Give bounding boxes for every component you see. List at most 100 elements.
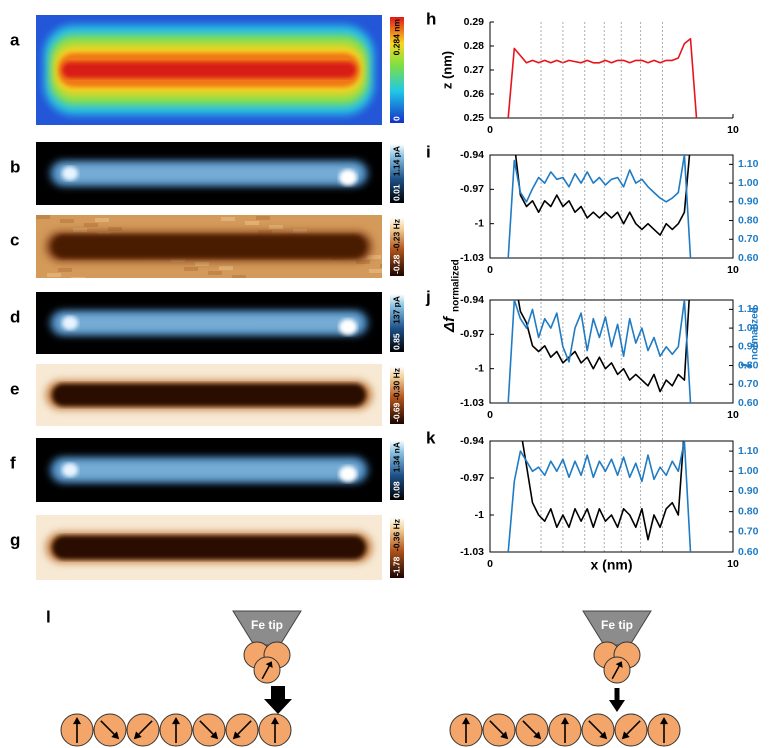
colorbar-max: 137 pA bbox=[391, 296, 401, 324]
plot-frame bbox=[489, 440, 734, 553]
colorbar-max: 1.34 nA bbox=[391, 442, 401, 472]
colorbar bbox=[390, 17, 404, 123]
x-tick-label: 0 bbox=[487, 558, 493, 570]
image-noise bbox=[108, 227, 122, 231]
force-arrow-body bbox=[271, 686, 285, 700]
y2-tick-label: 1.00 bbox=[738, 465, 759, 477]
spin-arrow bbox=[588, 720, 605, 737]
image-noise bbox=[71, 277, 85, 278]
panel-label: j bbox=[425, 287, 431, 306]
colorbar bbox=[390, 294, 404, 352]
y2-tick-label: 0.70 bbox=[738, 233, 759, 245]
image-noise bbox=[380, 264, 382, 268]
image-noise bbox=[47, 273, 61, 277]
colorbar-min: 0.08 bbox=[391, 481, 401, 498]
plot-panels: h 0.25 0.26 0.27 0.28 0.29 0 10 z (nm) i -1.03 -1 -0… bbox=[425, 9, 761, 572]
image-noise bbox=[60, 219, 74, 223]
colorbar-min: -1.78 bbox=[391, 556, 401, 576]
force-arrow-head bbox=[609, 700, 625, 712]
force-arrow-head bbox=[264, 699, 292, 714]
spin-arrow-head bbox=[660, 717, 668, 725]
panel-label: d bbox=[10, 307, 20, 326]
panel-label: g bbox=[10, 530, 20, 549]
image-noise bbox=[84, 223, 98, 227]
y2-tick-label: 1.00 bbox=[738, 177, 759, 189]
spin-arrow-head bbox=[210, 731, 219, 740]
image-noise bbox=[369, 269, 382, 273]
data-line bbox=[507, 155, 692, 258]
image-noise bbox=[269, 225, 283, 229]
y2-tick-label: 0.90 bbox=[738, 485, 759, 497]
image-noise bbox=[256, 216, 270, 220]
image-layer bbox=[56, 163, 362, 184]
spin-arrow-head bbox=[111, 731, 120, 740]
y2-tick-label: 0.90 bbox=[738, 341, 759, 353]
spin-arrow-head bbox=[172, 717, 180, 725]
image-panels: a 0 0.284 nm b 0.01 1.14 pA c -0.28 -0.23 Hz d 0.8… bbox=[10, 15, 404, 580]
colorbar-max: -0.36 Hz bbox=[391, 519, 401, 551]
image bbox=[36, 292, 382, 354]
x-tick-label: 0 bbox=[487, 124, 493, 136]
image-noise bbox=[219, 266, 233, 270]
x-tick-label: 0 bbox=[487, 264, 493, 276]
y-tick-label: -1 bbox=[475, 509, 484, 521]
image bbox=[36, 215, 382, 278]
colorbar-max: 0.284 nm bbox=[391, 19, 401, 56]
plot-axes bbox=[489, 22, 733, 119]
image-noise bbox=[221, 217, 235, 221]
y-axis-label-sub: normalized bbox=[451, 259, 462, 312]
x-tick-label: 10 bbox=[727, 264, 739, 276]
image bbox=[36, 364, 382, 426]
spin-arrow-head bbox=[265, 661, 273, 668]
colorbar-max: -0.23 Hz bbox=[391, 219, 401, 251]
y-tick-label: 0.29 bbox=[464, 16, 485, 28]
spin-arrow bbox=[611, 664, 621, 680]
y-tick-label: 0.25 bbox=[464, 112, 485, 124]
panel-label: l bbox=[46, 607, 51, 626]
panel-label: k bbox=[426, 428, 436, 447]
y2-tick-label: 0.60 bbox=[738, 546, 759, 558]
data-line bbox=[507, 300, 692, 403]
colorbar-min: 0.85 bbox=[391, 333, 401, 350]
colorbar bbox=[390, 440, 404, 500]
image-layer bbox=[52, 383, 366, 407]
x-axis-label: x (nm) bbox=[591, 557, 633, 573]
data-line bbox=[507, 38, 698, 118]
tip-diagram: l Fe tip Fe tip bbox=[46, 607, 681, 747]
spin-arrow bbox=[489, 720, 506, 737]
y-tick-label: -0.97 bbox=[460, 472, 484, 484]
y2-tick-label: 1.10 bbox=[738, 303, 759, 315]
image-spot bbox=[62, 166, 78, 181]
y-axis-label: Δf bbox=[441, 315, 458, 333]
image-spot bbox=[339, 169, 357, 186]
image-layer bbox=[52, 234, 366, 259]
image-noise bbox=[232, 275, 246, 278]
image-spot bbox=[62, 463, 78, 477]
y-tick-label: -1.03 bbox=[460, 252, 484, 264]
y-tick-label: -1 bbox=[475, 362, 484, 374]
y-tick-label: -1.03 bbox=[460, 546, 484, 558]
spin-arrow-head bbox=[133, 731, 142, 740]
y2-tick-label: 1.10 bbox=[738, 445, 759, 457]
colorbar bbox=[390, 517, 404, 578]
y2-tick-label: 1.00 bbox=[738, 322, 759, 334]
image bbox=[36, 142, 382, 205]
y-tick-label: -1.03 bbox=[460, 397, 484, 409]
spin-arrow bbox=[100, 720, 117, 737]
y-tick-label: -0.97 bbox=[460, 183, 484, 195]
image bbox=[36, 438, 382, 502]
spin-arrow bbox=[522, 720, 539, 737]
y2-axis-label: I bbox=[739, 363, 756, 368]
y2-tick-label: 0.70 bbox=[738, 526, 759, 538]
y2-tick-label: 0.80 bbox=[738, 505, 759, 517]
data-line bbox=[514, 155, 691, 236]
image-noise bbox=[73, 228, 87, 232]
image-noise bbox=[184, 267, 198, 271]
y-tick-label: 0.26 bbox=[464, 88, 485, 100]
image-noise bbox=[195, 262, 209, 266]
y-axis-label: z (nm) bbox=[439, 51, 454, 89]
spin-arrow-head bbox=[533, 731, 542, 740]
colorbar-min: -0.69 bbox=[391, 402, 401, 422]
spin-arrow-head bbox=[561, 717, 569, 725]
colorbar-min: -0.28 bbox=[391, 254, 401, 274]
